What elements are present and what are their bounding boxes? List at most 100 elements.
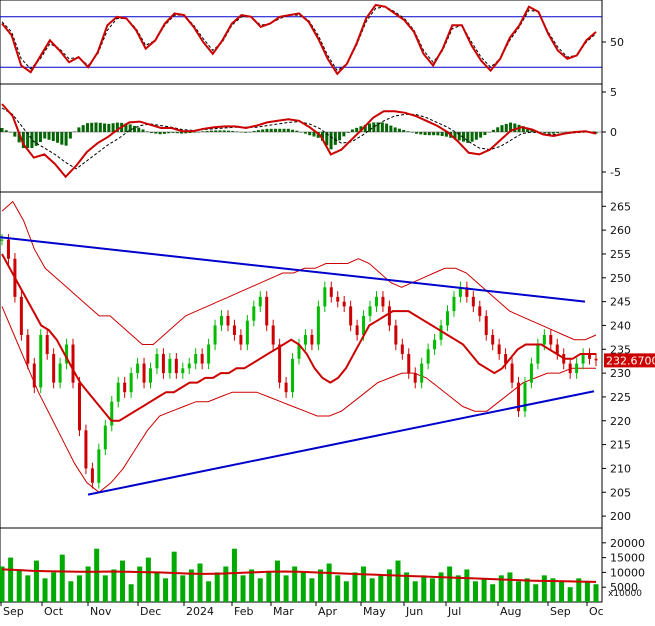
candle-body bbox=[213, 325, 217, 345]
volume-bar bbox=[447, 566, 453, 602]
volume-bar bbox=[412, 581, 418, 602]
volume-bar bbox=[429, 578, 435, 602]
y-tick-label: 215 bbox=[610, 439, 631, 452]
macd-histogram-bar bbox=[453, 132, 457, 140]
candle-body bbox=[536, 344, 540, 364]
macd-histogram-bar bbox=[132, 125, 136, 132]
candle-body bbox=[484, 315, 488, 335]
bollinger-lower-band bbox=[1, 306, 596, 493]
macd-histogram-bar bbox=[17, 132, 21, 143]
volume-bar bbox=[145, 557, 151, 602]
candle-body bbox=[155, 354, 159, 369]
candle-body bbox=[103, 425, 107, 450]
macd-histogram-bar bbox=[171, 132, 175, 133]
macd-histogram-bar bbox=[333, 132, 337, 145]
macd-histogram-bar bbox=[368, 123, 372, 132]
macd-histogram-bar bbox=[436, 132, 440, 136]
volume-bar bbox=[455, 575, 461, 602]
candle-body bbox=[497, 344, 501, 355]
volume-bar bbox=[111, 569, 117, 602]
volume-bar bbox=[76, 575, 82, 602]
macd-histogram-bar bbox=[389, 125, 393, 132]
macd-histogram-bar bbox=[188, 132, 192, 134]
candle-body bbox=[594, 358, 598, 361]
x-tick-label: Oc bbox=[589, 605, 604, 618]
volume-moving-average bbox=[1, 568, 597, 583]
candle-body bbox=[413, 373, 417, 383]
volume-bar bbox=[343, 581, 349, 602]
volume-bar bbox=[197, 563, 203, 602]
candle-body bbox=[174, 358, 178, 374]
x-tick-label: Dec bbox=[140, 605, 161, 618]
y-tick-label: 210 bbox=[610, 462, 631, 475]
candle-body bbox=[329, 287, 333, 297]
y-tick-label: 15000 bbox=[610, 552, 645, 565]
candle-body bbox=[420, 363, 424, 383]
macd-histogram-bar bbox=[115, 122, 119, 132]
candle-body bbox=[168, 358, 172, 374]
macd-histogram-bar bbox=[218, 130, 222, 132]
price-panel: 265 260 255 250 245 240 235 230 225 220 215 210 205 2… bbox=[0, 191, 655, 529]
volume-bar bbox=[404, 572, 410, 602]
y-tick-label: 220 bbox=[610, 415, 631, 428]
candle-body bbox=[58, 363, 62, 383]
candle-body bbox=[381, 296, 385, 307]
macd-histogram-bar bbox=[372, 122, 376, 132]
candle-body bbox=[271, 325, 275, 345]
candle-body bbox=[387, 306, 391, 326]
volume-bar bbox=[283, 575, 289, 602]
candle-body bbox=[581, 354, 585, 364]
macd-histogram-bar bbox=[338, 132, 342, 141]
macd-histogram-bar bbox=[141, 129, 145, 132]
macd-histogram-bar bbox=[85, 123, 89, 132]
y-tick-label: 200 bbox=[610, 510, 631, 523]
candle-body bbox=[336, 296, 340, 302]
macd-histogram-bar bbox=[355, 127, 359, 132]
x-tick-label: May bbox=[363, 605, 386, 618]
macd-histogram-bar bbox=[513, 123, 517, 132]
macd-histogram-bar bbox=[286, 128, 290, 132]
candle-body bbox=[142, 363, 146, 383]
candle-body bbox=[116, 382, 120, 402]
macd-histogram-bar bbox=[466, 132, 470, 143]
candle-body bbox=[465, 287, 469, 297]
macd-histogram-bar bbox=[457, 132, 461, 141]
volume-bar bbox=[567, 587, 573, 602]
candle-body bbox=[362, 315, 366, 335]
volume-bar bbox=[16, 569, 22, 602]
volume-bar bbox=[464, 569, 470, 602]
macd-histogram-bar bbox=[21, 132, 25, 148]
macd-histogram-bar bbox=[303, 132, 307, 134]
macd-histogram-bar bbox=[376, 122, 380, 132]
y-tick-label: 265 bbox=[610, 200, 631, 213]
candle-body bbox=[542, 334, 546, 345]
candle-body bbox=[252, 306, 256, 321]
macd-histogram-bar bbox=[256, 130, 260, 132]
macd-histogram-bar bbox=[124, 123, 128, 132]
volume-bar bbox=[361, 566, 367, 602]
macd-histogram-bar bbox=[60, 132, 64, 145]
macd-histogram-bar bbox=[342, 132, 346, 137]
macd-histogram-bar bbox=[128, 124, 132, 132]
macd-histogram-bar bbox=[491, 129, 495, 132]
volume-bar bbox=[274, 560, 280, 602]
macd-histogram-bar bbox=[261, 129, 265, 132]
volume-bar bbox=[369, 578, 375, 602]
volume-bar bbox=[318, 569, 324, 602]
volume-bar bbox=[498, 575, 504, 602]
macd-histogram-bar bbox=[244, 132, 248, 133]
macd-histogram-bar bbox=[94, 122, 98, 132]
candle-body bbox=[136, 363, 140, 374]
volume-bar bbox=[249, 569, 255, 602]
volume-bar bbox=[214, 572, 220, 602]
x-axis: Sep Oct Nov Dec 2024 Feb Mar Apr May Jun Jul Aug Sep… bbox=[0, 602, 604, 618]
macd-histogram-bar bbox=[380, 122, 384, 132]
macd-histogram-bar bbox=[423, 132, 427, 136]
macd-histogram-bar bbox=[4, 130, 8, 132]
macd-histogram-bar bbox=[184, 132, 188, 134]
macd-histogram-bar bbox=[43, 132, 47, 139]
candle-body bbox=[39, 334, 43, 388]
volume-bar bbox=[33, 560, 39, 602]
macd-histogram-bar bbox=[269, 128, 273, 132]
volume-bar bbox=[309, 578, 315, 602]
